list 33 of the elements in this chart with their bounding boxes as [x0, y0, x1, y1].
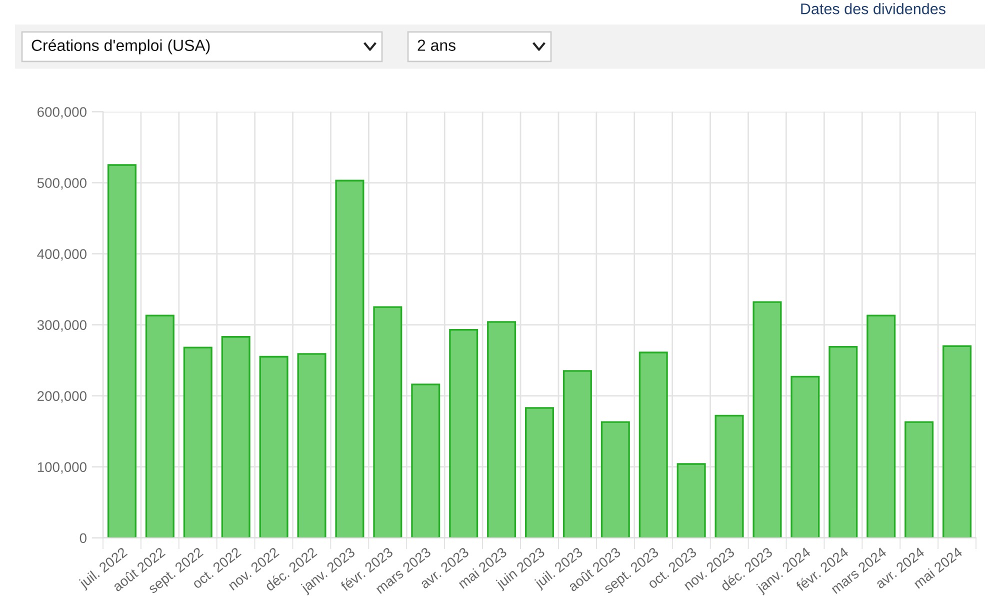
y-tick-label: 0: [80, 533, 86, 544]
bar: [145, 314, 174, 538]
bar: [562, 370, 592, 538]
text: Créations d'emploi (USA): [32, 39, 210, 54]
bar: [183, 346, 212, 538]
bar: [752, 301, 782, 538]
bar: [373, 306, 402, 538]
bar: [600, 421, 630, 538]
y-tick-label: 500,000: [37, 178, 86, 190]
bar: [259, 356, 288, 538]
bar: [411, 384, 440, 538]
y-tick-label: 300,000: [37, 320, 86, 332]
bar: [904, 421, 934, 538]
bar: [790, 376, 820, 538]
text: 2 ans: [418, 40, 456, 51]
y-tick-label: 100,000: [38, 462, 86, 474]
bar: [866, 314, 896, 538]
bar: [942, 345, 972, 538]
bar: [449, 328, 478, 538]
bar: [221, 336, 250, 538]
text: Dates des dividendes: [801, 3, 946, 14]
bar: [335, 180, 364, 538]
y-tick-label: 600,000: [38, 107, 86, 119]
bar: [676, 463, 706, 538]
bar: [638, 352, 668, 538]
bar: [828, 346, 858, 538]
bar: [714, 414, 744, 538]
y-tick-label: 200,000: [38, 391, 86, 403]
bar: [487, 321, 516, 538]
bar: [525, 407, 554, 538]
bar: [297, 353, 326, 538]
bar: [107, 164, 136, 538]
y-tick-label: 400,000: [37, 249, 86, 261]
